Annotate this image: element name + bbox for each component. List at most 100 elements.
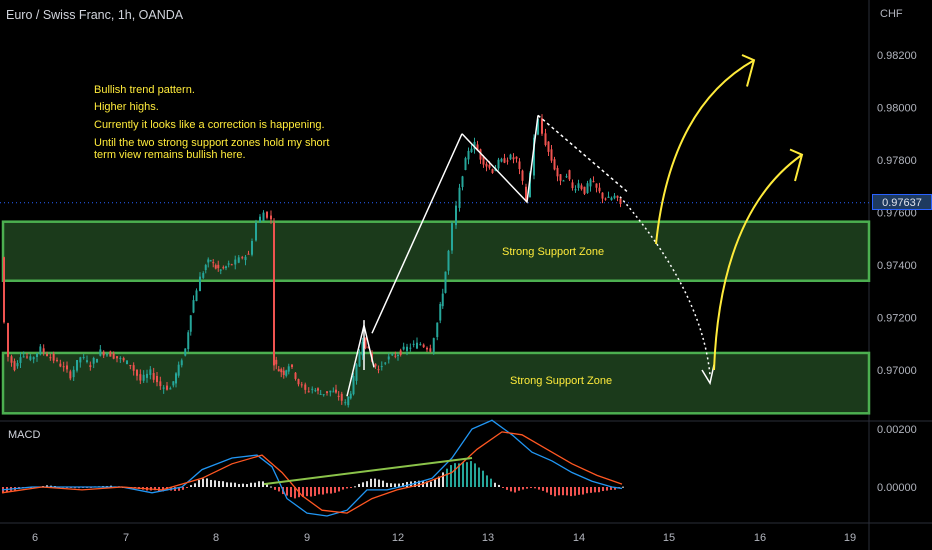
macd-histogram-bar (494, 482, 496, 487)
candle-body (169, 388, 172, 390)
support-zone-lower-label: Strong Support Zone (510, 375, 613, 387)
candle-body (583, 186, 586, 194)
candle-body (195, 290, 198, 302)
candle-body (106, 354, 108, 356)
macd-histogram-bar (46, 485, 48, 487)
macd-histogram-bar (522, 487, 524, 490)
macd-histogram-bar (562, 487, 564, 496)
candle-body (227, 263, 230, 265)
candle-body (604, 198, 607, 200)
candle-body (10, 356, 13, 363)
macd-histogram-bar (550, 487, 552, 495)
time-tick-label: 7 (123, 532, 129, 544)
macd-histogram-bar (538, 487, 540, 490)
candle-body (485, 163, 488, 167)
candle-body (109, 351, 112, 357)
macd-tick-label: 0.00000 (877, 482, 917, 494)
candle-body (439, 304, 442, 321)
candle-body (473, 141, 476, 150)
candle-body (159, 381, 162, 387)
candle-body (595, 183, 598, 188)
candle-body (553, 159, 556, 170)
macd-histogram-bar (438, 476, 440, 487)
macd-histogram-bar (406, 481, 408, 487)
candle-body (311, 388, 314, 390)
macd-histogram-bar (246, 484, 248, 487)
candle-body (56, 359, 58, 361)
macd-histogram-bar (594, 487, 596, 493)
macd-histogram-bar (350, 487, 352, 488)
candle-body (166, 385, 168, 390)
candle-body (406, 346, 408, 351)
candle-body (79, 357, 82, 363)
candle-body (66, 365, 68, 370)
candle-body (436, 322, 439, 338)
macd-histogram-bar (358, 483, 360, 487)
candle-body (455, 205, 457, 226)
candle-body (237, 257, 240, 263)
macd-histogram-bar (482, 470, 484, 487)
candle-body (533, 137, 535, 176)
macd-histogram-bar (258, 481, 260, 487)
macd-histogram-bar (262, 481, 264, 487)
macd-histogram-bar (442, 472, 444, 487)
macd-histogram-bar (238, 484, 240, 487)
macd-histogram-bar (506, 487, 508, 490)
macd-histogram-bar (194, 483, 196, 487)
time-tick-label: 8 (213, 532, 219, 544)
macd-histogram-bar (458, 463, 460, 487)
candle-body (592, 181, 595, 183)
macd-histogram-bar (354, 486, 356, 488)
macd-histogram-bar (446, 468, 448, 487)
candle-body (180, 360, 183, 366)
candle-body (432, 338, 435, 352)
candle-body (273, 222, 275, 366)
macd-histogram-bar (234, 482, 236, 487)
macd-histogram-bar (226, 482, 228, 487)
candle-body (19, 357, 22, 363)
candle-body (280, 369, 283, 373)
signal-line (1, 431, 623, 514)
macd-histogram-bar (366, 481, 368, 487)
macd-histogram-bar (214, 480, 216, 487)
macd-histogram-bar (478, 467, 480, 487)
time-tick-label: 14 (573, 532, 585, 544)
macd-histogram-bar (502, 487, 504, 488)
candle-body (402, 346, 405, 350)
macd-histogram-bar (462, 462, 464, 487)
candle-body (550, 149, 553, 161)
candle-body (458, 187, 461, 208)
candle-body (503, 158, 506, 163)
candle-body (314, 390, 317, 392)
candle-body (374, 363, 377, 367)
price-tick-label: 0.97800 (877, 155, 917, 167)
time-tick-label: 13 (482, 532, 494, 544)
candle-body (529, 172, 531, 197)
candle-body (461, 176, 464, 188)
macd-histogram-bar (254, 482, 256, 487)
candle-body (422, 344, 425, 348)
macd-histogram-bar (574, 487, 576, 496)
macd-histogram-bar (182, 487, 184, 490)
note-line-3: Currently it looks like a correction is … (94, 119, 325, 131)
candle-body (139, 374, 142, 381)
macd-histogram-bar (346, 487, 348, 489)
candle-body (136, 369, 138, 376)
candle-body (412, 343, 415, 345)
candle-body (69, 371, 72, 379)
macd-histogram-bar (370, 478, 372, 487)
macd-histogram-bar (402, 483, 404, 487)
candle-body (364, 337, 367, 349)
candle-body (598, 187, 601, 192)
candle-body (262, 212, 265, 222)
candle-body (518, 161, 521, 169)
candle-body (49, 357, 52, 359)
candle-body (358, 353, 361, 367)
projection-path (619, 196, 711, 376)
macd-histogram-bar (222, 481, 224, 487)
candle-body (559, 174, 562, 181)
candle-body (512, 157, 515, 160)
macd-histogram-bar (210, 479, 212, 487)
candle-body (22, 356, 25, 358)
